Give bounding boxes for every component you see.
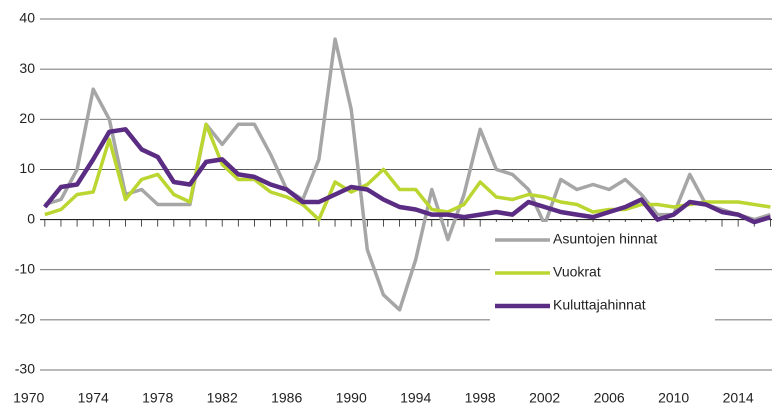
y-tick-label: -10 bbox=[15, 260, 35, 276]
data-line bbox=[43, 127, 772, 225]
y-tick-label: 40 bbox=[19, 10, 35, 26]
x-tick-label: 1990 bbox=[336, 390, 367, 406]
y-tick-label: 20 bbox=[19, 110, 35, 126]
legend-label: Kuluttajahinnat bbox=[553, 297, 646, 313]
y-tick-label: 10 bbox=[19, 160, 35, 176]
x-tick-label: 2006 bbox=[594, 390, 625, 406]
x-tick-label: 1970 bbox=[13, 390, 44, 406]
legend-label: Asuntojen hinnat bbox=[553, 231, 657, 247]
data-line bbox=[44, 122, 771, 222]
y-tick-label: -30 bbox=[15, 361, 35, 377]
x-tick-label: 1994 bbox=[400, 390, 431, 406]
x-tick-label: 1974 bbox=[78, 390, 109, 406]
x-tick-label: 2014 bbox=[723, 390, 754, 406]
y-tick-label: -20 bbox=[15, 311, 35, 327]
x-tick-label: 1998 bbox=[465, 390, 496, 406]
x-tick-label: 2010 bbox=[658, 390, 689, 406]
y-tick-label: 0 bbox=[27, 210, 35, 226]
x-tick-label: 1978 bbox=[142, 390, 173, 406]
legend-label: Vuokrat bbox=[553, 264, 601, 280]
x-tick-label: 1982 bbox=[207, 390, 238, 406]
x-tick-label: 1986 bbox=[271, 390, 302, 406]
y-tick-label: 30 bbox=[19, 60, 35, 76]
x-tick-label: 2002 bbox=[529, 390, 560, 406]
